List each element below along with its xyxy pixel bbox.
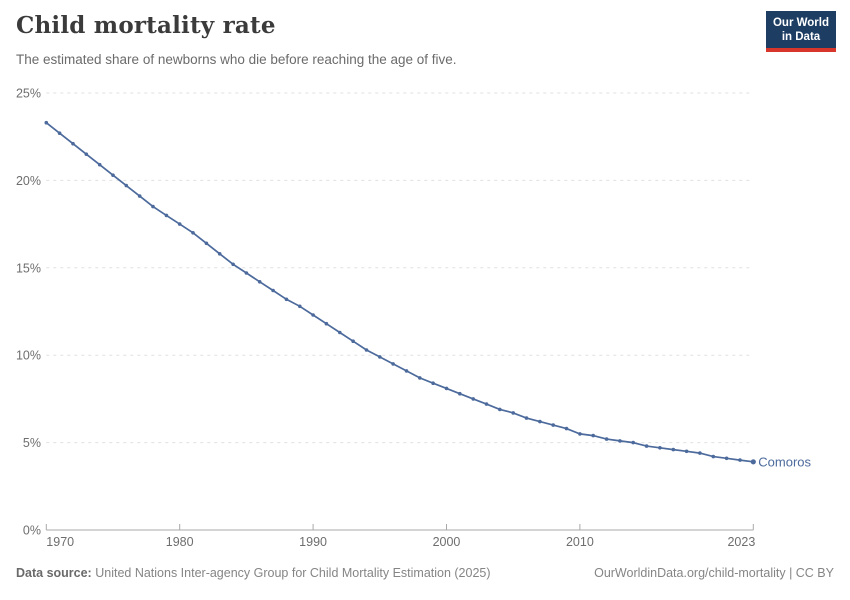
data-point[interactable] (111, 173, 115, 177)
owid-logo[interactable]: Our World in Data (766, 11, 836, 52)
owid-logo-line1: Our World (772, 17, 829, 29)
data-point[interactable] (644, 444, 649, 448)
y-tick-label: 25% (16, 87, 41, 101)
y-tick-label: 0% (23, 524, 41, 538)
data-point[interactable] (244, 271, 249, 275)
data-point[interactable] (684, 449, 689, 454)
data-point[interactable] (97, 162, 102, 167)
data-point[interactable] (418, 376, 422, 380)
data-point[interactable] (658, 446, 662, 450)
x-tick-label: 2000 (433, 535, 461, 549)
data-point[interactable] (458, 391, 462, 396)
data-point[interactable] (57, 131, 62, 135)
plot-area: 0% 5% 10% 15% 20% 25% 1970 1980 1990 2000 2010 2023… (0, 80, 850, 555)
license-link[interactable]: OurWorldinData.org/child-mortality | CC … (594, 566, 834, 580)
data-point[interactable] (578, 432, 582, 436)
data-point[interactable] (711, 454, 716, 459)
data-point[interactable] (191, 231, 195, 235)
data-source-label: Data source: (16, 566, 92, 580)
data-point[interactable] (231, 262, 235, 267)
data-point[interactable] (444, 386, 449, 391)
data-point[interactable] (84, 152, 89, 156)
data-point[interactable] (471, 397, 476, 401)
data-point[interactable] (71, 141, 75, 146)
data-point[interactable] (44, 120, 49, 125)
x-tick-label: 1980 (166, 535, 194, 549)
data-point[interactable] (378, 355, 382, 359)
data-point[interactable] (124, 183, 129, 188)
data-point[interactable] (257, 280, 262, 284)
data-point[interactable] (524, 416, 529, 420)
data-point[interactable] (391, 362, 395, 366)
data-point[interactable] (271, 288, 275, 293)
data-point[interactable] (338, 330, 342, 335)
data-source: Data source: United Nations Inter-agency… (16, 566, 491, 580)
owid-logo-line2: in Data (781, 31, 821, 43)
data-point[interactable] (311, 313, 315, 317)
data-point[interactable] (498, 407, 502, 412)
data-point[interactable] (137, 194, 142, 198)
data-point[interactable] (724, 456, 729, 461)
data-point[interactable] (177, 222, 182, 226)
data-point[interactable] (551, 423, 555, 427)
data-point[interactable] (217, 252, 222, 256)
series-label-comoros[interactable]: Comoros (758, 454, 811, 469)
data-point[interactable] (284, 297, 289, 302)
data-point[interactable] (738, 458, 742, 462)
data-point[interactable] (298, 304, 302, 309)
data-point[interactable] (484, 402, 489, 406)
chart-subtitle: The estimated share of newborns who die … (16, 52, 457, 67)
data-point[interactable] (564, 426, 569, 431)
data-point[interactable] (618, 439, 622, 443)
trend-line[interactable] (45, 122, 754, 463)
data-point[interactable] (591, 433, 595, 438)
data-point[interactable] (750, 459, 756, 465)
y-tick-label: 15% (16, 261, 41, 275)
x-tick-label: 1990 (299, 535, 327, 549)
data-point[interactable] (698, 451, 702, 455)
data-point[interactable] (538, 419, 542, 424)
line-chart: 0% 5% 10% 15% 20% 25% 1970 1980 1990 2000 2010 2023… (16, 87, 812, 550)
data-point[interactable] (604, 437, 609, 441)
data-point[interactable] (404, 369, 409, 373)
x-tick-label: 2010 (566, 535, 594, 549)
page-title: Child mortality rate (16, 12, 276, 39)
x-tick-label: 2023 (727, 535, 755, 549)
y-tick-label: 10% (16, 349, 41, 363)
data-point[interactable] (204, 241, 209, 246)
data-point[interactable] (431, 381, 435, 386)
y-tick-label: 5% (23, 436, 41, 450)
data-point[interactable] (364, 348, 369, 352)
data-point[interactable] (164, 213, 169, 218)
x-tick-label: 1970 (46, 535, 74, 549)
data-source-text: United Nations Inter-agency Group for Ch… (95, 566, 491, 580)
chart-footer: Data source: United Nations Inter-agency… (16, 566, 834, 580)
data-point[interactable] (511, 411, 515, 415)
data-point[interactable] (324, 321, 329, 326)
data-point[interactable] (671, 447, 676, 452)
data-point[interactable] (631, 440, 635, 445)
data-point[interactable] (351, 339, 355, 344)
y-tick-label: 20% (16, 174, 41, 188)
data-point[interactable] (151, 204, 155, 209)
